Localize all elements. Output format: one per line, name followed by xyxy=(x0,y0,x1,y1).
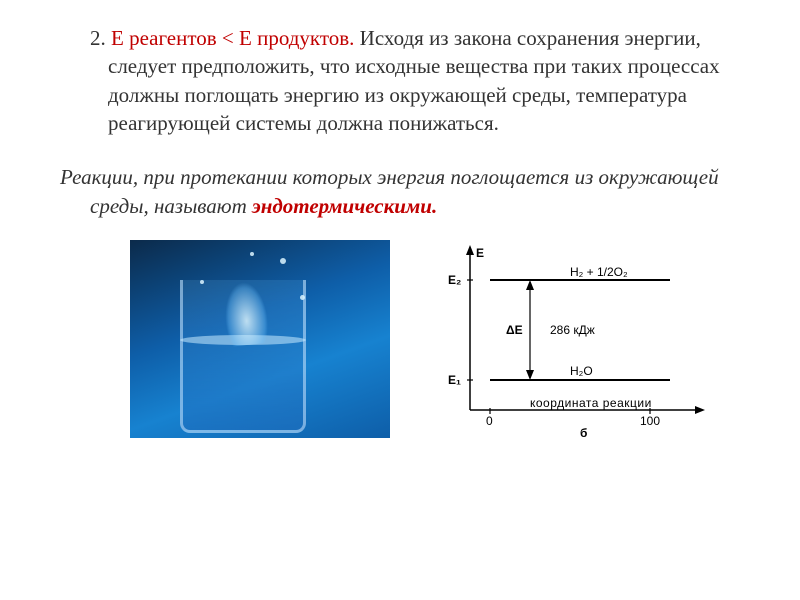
x-tick-0: 0 xyxy=(486,414,493,428)
water-drop xyxy=(250,252,254,256)
y-axis-label: E xyxy=(476,246,484,260)
e2-label: E₂ xyxy=(448,273,461,287)
fig-label: б xyxy=(580,426,587,440)
media-row: E E₂ E₁ ΔE H₂ + 1/2O₂ H₂O 286 кДж коорди… xyxy=(60,240,760,438)
para2-red: эндотермическими. xyxy=(252,194,437,218)
x-axis-label: координата реакции xyxy=(530,396,652,410)
de-label: ΔE xyxy=(506,323,523,337)
products-label: H₂O xyxy=(570,364,593,378)
water-image xyxy=(130,240,390,438)
water-splash xyxy=(216,263,274,348)
reactants-label: H₂ + 1/2O₂ xyxy=(570,265,628,279)
x-tick-1: 100 xyxy=(640,414,660,428)
water-drop xyxy=(280,258,286,264)
energy-value: 286 кДж xyxy=(550,323,595,337)
slide-root: 2. Е реагентов < Е продуктов. Исходя из … xyxy=(0,0,800,600)
energy-diagram: E E₂ E₁ ΔE H₂ + 1/2O₂ H₂O 286 кДж коорди… xyxy=(420,240,720,438)
paragraph-main: 2. Е реагентов < Е продуктов. Исходя из … xyxy=(60,24,760,137)
para1-red: Е реагентов < Е продуктов. xyxy=(111,26,354,50)
e1-label: E₁ xyxy=(448,373,461,387)
para1-prefix: 2. xyxy=(90,26,111,50)
paragraph-definition: Реакции, при протекании которых энергия … xyxy=(60,163,760,220)
